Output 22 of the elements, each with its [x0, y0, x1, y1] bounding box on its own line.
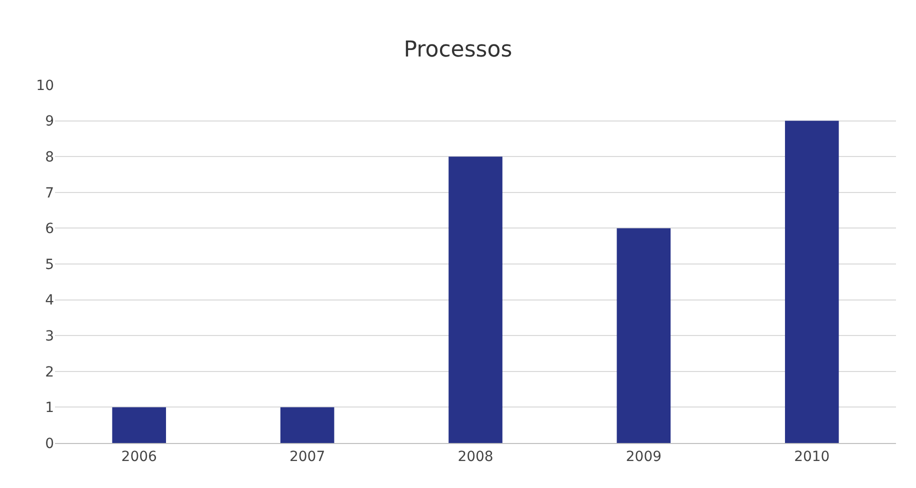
y-tick-label: 6: [45, 221, 54, 238]
x-tick-label: 2009: [626, 448, 662, 465]
y-tick-label: 8: [45, 150, 54, 166]
bar: [112, 407, 166, 443]
x-tick-label: 2008: [458, 448, 494, 465]
y-tick-label: 0: [45, 436, 54, 452]
bar: [784, 120, 839, 443]
x-tick-label: 2010: [794, 448, 830, 465]
y-tick-label: 2: [45, 364, 54, 380]
y-tick-label: 3: [45, 328, 54, 344]
y-tick-label: 9: [45, 114, 54, 130]
y-tick-label: 10: [36, 78, 54, 94]
y-tick-label: 1: [45, 400, 54, 416]
bar: [616, 228, 671, 443]
bar: [280, 407, 334, 443]
y-tick-label: 4: [45, 292, 54, 309]
x-tick-label: 2006: [121, 448, 157, 465]
x-tick-label: 2007: [289, 448, 326, 465]
bar: [448, 156, 502, 443]
y-tick-label: 7: [45, 185, 54, 202]
y-tick-label: 5: [45, 256, 54, 273]
chart-title: Processos: [404, 38, 512, 62]
